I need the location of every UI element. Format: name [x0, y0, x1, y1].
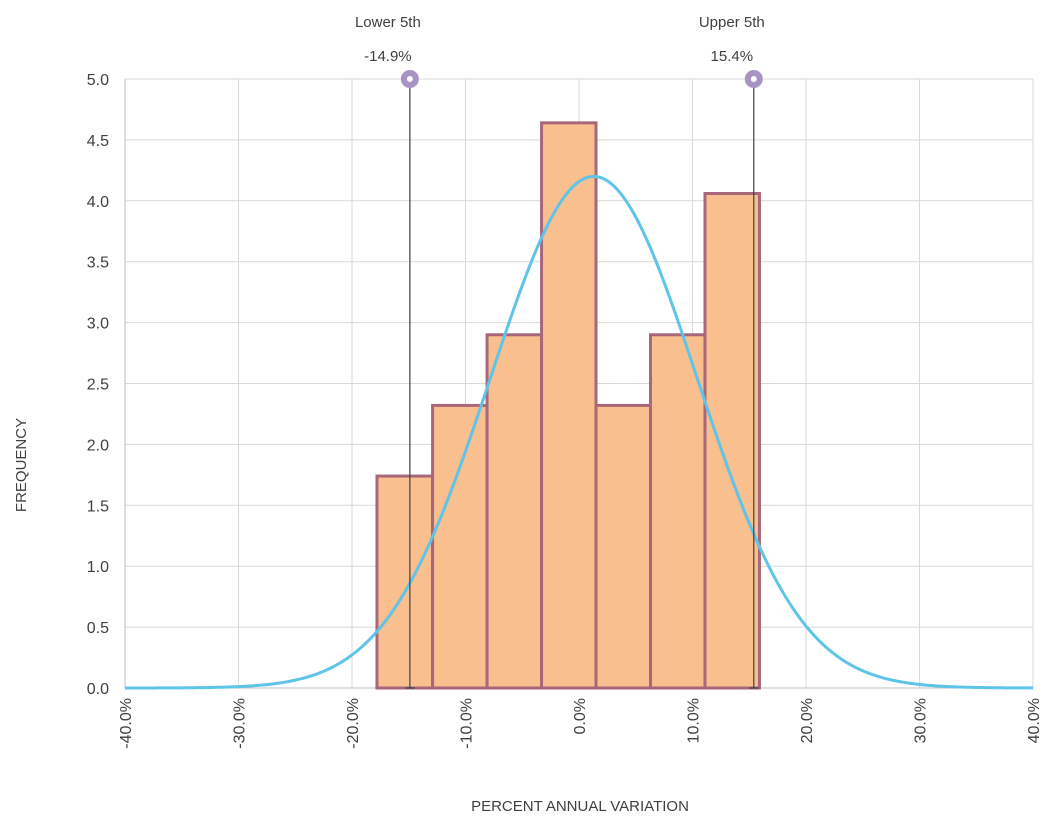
y-tick-label: 0.5 [87, 620, 109, 637]
histogram-bar [540, 121, 598, 690]
normal-curve-group [125, 174, 1034, 690]
y-tick-label: 3.5 [87, 255, 109, 272]
x-axis-title: PERCENT ANNUAL VARIATION [471, 798, 689, 815]
percentile-markers: Lower 5th -14.9% Upper 5th 15.4% [355, 14, 765, 689]
y-tick-label: 2.0 [87, 437, 109, 454]
histogram-bar [375, 474, 435, 690]
y-tick-label: 3.0 [87, 316, 109, 333]
y-tick-label: 1.5 [87, 498, 109, 515]
percentile-marker-label: Lower 5th [355, 14, 421, 31]
x-tick-label: -30.0% [232, 698, 249, 749]
x-tick-label: 0.0% [572, 698, 589, 734]
percentile-marker-label: Upper 5th [699, 14, 765, 31]
histogram-bar [431, 403, 489, 690]
x-tick-label: -40.0% [118, 698, 135, 749]
percentile-marker-value: -14.9% [364, 48, 412, 65]
percentile-marker-value: 15.4% [711, 48, 754, 65]
normal-distribution-curve [125, 174, 1034, 690]
x-tick-label: 30.0% [913, 698, 930, 743]
y-tick-label: 5.0 [87, 72, 109, 89]
x-tick-label: -10.0% [459, 698, 476, 749]
x-tick-label: 20.0% [799, 698, 816, 743]
y-tick-label: 1.0 [87, 559, 109, 576]
x-tick-label: -20.0% [345, 698, 362, 749]
percentile-marker-dot-center [406, 76, 413, 82]
percentile-marker-dot-center [750, 76, 757, 82]
x-tick-label: 40.0% [1026, 698, 1043, 743]
y-tick-label: 0.0 [87, 681, 109, 698]
histogram-bar [649, 333, 707, 690]
histogram-bar [594, 403, 653, 690]
y-tick-label: 4.0 [87, 194, 109, 211]
y-tick-label: 4.5 [87, 133, 109, 150]
histogram-bars [375, 121, 761, 690]
x-tick-label: 10.0% [686, 698, 703, 743]
tick-labels: 0.0 0.5 1.0 1.5 2.0 2.5 3.0 3.5 4.0 4.5 5.0 -40.0% -… [87, 72, 1043, 749]
y-axis-title: FREQUENCY [13, 418, 30, 512]
histogram-bar [485, 333, 544, 690]
y-tick-label: 2.5 [87, 377, 109, 394]
histogram-bar [703, 191, 761, 690]
